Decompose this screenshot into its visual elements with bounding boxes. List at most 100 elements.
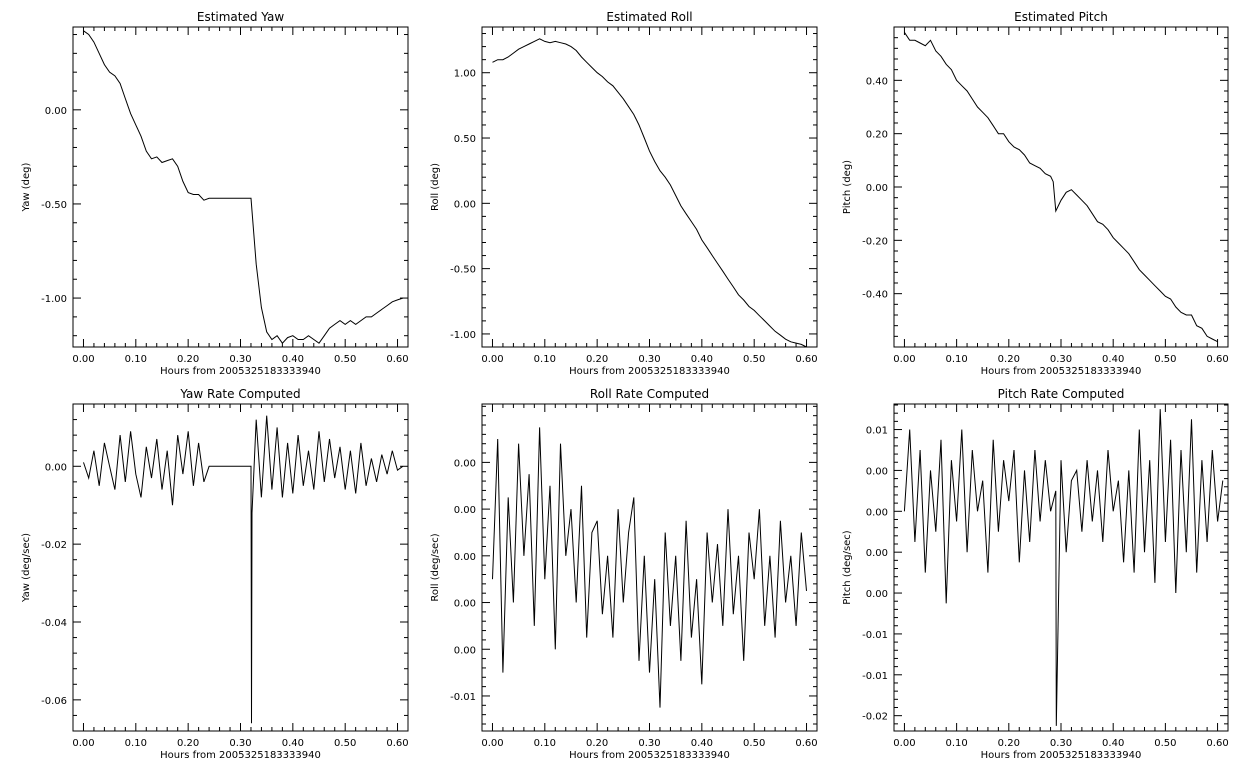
- chart-title: Pitch Rate Computed: [998, 387, 1125, 401]
- estimated-pitch-panel: 0.00 0.10 0.20 0.30 0.40 0.50 0.60 -0.40 -0.20 0.…: [842, 10, 1229, 377]
- x-axis-label: Hours from 2005325183333940: [981, 750, 1142, 761]
- y-tick-label: 0.01: [866, 426, 888, 437]
- y-tick-label: 0.00: [45, 462, 67, 473]
- y-tick-label: 0.00: [45, 106, 67, 117]
- plot-frame: [893, 26, 1229, 348]
- x-tick-label: 0.60: [795, 354, 817, 365]
- y-tick-label: 0.00: [866, 507, 888, 518]
- y-tick-label: -0.01: [450, 692, 476, 703]
- plot-frame: [72, 26, 409, 348]
- pitch-rate-panel: 0.00 0.10 0.20 0.30 0.40 0.50 0.60 -0.02 -0.01 -0…: [842, 387, 1229, 761]
- chart-title: Yaw Rate Computed: [179, 387, 300, 401]
- y-tick-label: 0.00: [454, 199, 476, 210]
- x-tick-label: 0.00: [893, 354, 915, 365]
- y-tick-label: 0.00: [866, 466, 888, 477]
- x-tick-label: 0.60: [386, 738, 408, 749]
- x-tick-label: 0.00: [72, 354, 94, 365]
- y-tick-label: 0.00: [454, 645, 476, 656]
- x-tick-label: 0.10: [945, 354, 967, 365]
- y-tick-label: 0.50: [454, 134, 476, 145]
- x-tick-label: 0.00: [893, 738, 915, 749]
- x-tick-label: 0.60: [1206, 354, 1228, 365]
- series-line: [903, 409, 1224, 726]
- x-axis-label: Hours from 2005325183333940: [981, 366, 1142, 377]
- y-tick-label: -0.40: [862, 290, 888, 301]
- y-tick-label: 0.00: [866, 548, 888, 559]
- y-axis-label: Yaw (deg): [21, 162, 32, 212]
- x-tick-label: 0.20: [586, 738, 608, 749]
- x-tick-label: 0.50: [334, 738, 356, 749]
- x-tick-label: 0.00: [481, 738, 503, 749]
- x-tick-label: 0.30: [1050, 738, 1072, 749]
- x-tick-label: 0.30: [638, 738, 660, 749]
- x-tick-label: 0.00: [72, 738, 94, 749]
- y-axis-label: Roll (deg): [430, 163, 441, 211]
- x-axis-label: Hours from 2005325183333940: [160, 366, 321, 377]
- y-axis-label: Pitch (deg/sec): [842, 530, 853, 605]
- x-tick-label: 0.20: [177, 738, 199, 749]
- x-tick-label: 0.20: [586, 354, 608, 365]
- series-line: [83, 415, 404, 724]
- plot-frame: [72, 403, 409, 732]
- x-tick-label: 0.20: [998, 354, 1020, 365]
- y-tick-label: -0.50: [450, 265, 476, 276]
- y-tick-label: 0.00: [866, 183, 888, 194]
- estimated-roll-panel: 0.00 0.10 0.20 0.30 0.40 0.50 0.60 -1.00 -0.50 0.…: [430, 10, 818, 377]
- x-tick-label: 0.10: [534, 738, 556, 749]
- y-axis-label: Roll (deg/sec): [430, 533, 441, 601]
- y-tick-label: -0.50: [41, 200, 67, 211]
- x-tick-label: 0.60: [1206, 738, 1228, 749]
- x-tick-label: 0.10: [125, 354, 147, 365]
- x-tick-label: 0.50: [334, 354, 356, 365]
- roll-rate-panel: 0.00 0.10 0.20 0.30 0.40 0.50 0.60 -0.01 0.00 0.0…: [430, 387, 818, 761]
- y-tick-label: 0.00: [454, 599, 476, 610]
- y-axis-label: Pitch (deg): [842, 160, 853, 214]
- y-tick-label: 0.00: [866, 589, 888, 600]
- x-tick-label: 0.60: [795, 738, 817, 749]
- yaw-rate-panel: 0.00 0.10 0.20 0.30 0.40 0.50 0.60 -0.06 -0.04 -0…: [21, 387, 409, 761]
- y-tick-label: -0.02: [41, 540, 67, 551]
- x-tick-label: 0.30: [638, 354, 660, 365]
- x-tick-label: 0.40: [691, 354, 713, 365]
- y-tick-label: -0.20: [862, 236, 888, 247]
- x-tick-label: 0.40: [691, 738, 713, 749]
- x-tick-label: 0.60: [386, 354, 408, 365]
- x-axis-label: Hours from 2005325183333940: [160, 750, 321, 761]
- x-tick-label: 0.30: [229, 354, 251, 365]
- series-line: [83, 30, 403, 344]
- y-tick-label: 0.00: [454, 552, 476, 563]
- x-tick-label: 0.00: [481, 354, 503, 365]
- x-tick-label: 0.10: [534, 354, 556, 365]
- y-tick-label: 0.20: [866, 130, 888, 141]
- x-tick-label: 0.40: [1102, 738, 1124, 749]
- y-tick-label: -0.06: [41, 696, 67, 707]
- estimated-yaw-panel: 0.00 0.10 0.20 0.30 0.40 0.50 0.60 -1.00 -0.50 0.…: [21, 10, 409, 377]
- chart-title: Estimated Roll: [606, 10, 692, 24]
- x-tick-label: 0.50: [743, 738, 765, 749]
- x-tick-label: 0.40: [282, 738, 304, 749]
- x-tick-label: 0.10: [125, 738, 147, 749]
- y-tick-label: -0.02: [862, 712, 888, 723]
- x-tick-label: 0.10: [945, 738, 967, 749]
- series-line: [492, 38, 807, 348]
- x-tick-label: 0.20: [177, 354, 199, 365]
- y-axis-label: Yaw (deg/sec): [21, 533, 32, 603]
- x-tick-label: 0.50: [1154, 354, 1176, 365]
- plot-frame: [893, 403, 1229, 732]
- y-tick-label: 0.00: [454, 505, 476, 516]
- x-tick-label: 0.30: [1050, 354, 1072, 365]
- chart-title: Roll Rate Computed: [590, 387, 709, 401]
- x-tick-label: 0.30: [229, 738, 251, 749]
- series-line: [492, 427, 807, 708]
- x-tick-label: 0.40: [282, 354, 304, 365]
- y-tick-label: -1.00: [450, 330, 476, 341]
- plot-frame: [481, 26, 818, 348]
- y-tick-label: -0.04: [41, 618, 67, 629]
- series-line: [903, 32, 1218, 343]
- x-tick-label: 0.50: [743, 354, 765, 365]
- chart-title: Estimated Yaw: [197, 10, 284, 24]
- y-tick-label: 1.00: [454, 69, 476, 80]
- x-axis-label: Hours from 2005325183333940: [569, 750, 730, 761]
- x-tick-label: 0.40: [1102, 354, 1124, 365]
